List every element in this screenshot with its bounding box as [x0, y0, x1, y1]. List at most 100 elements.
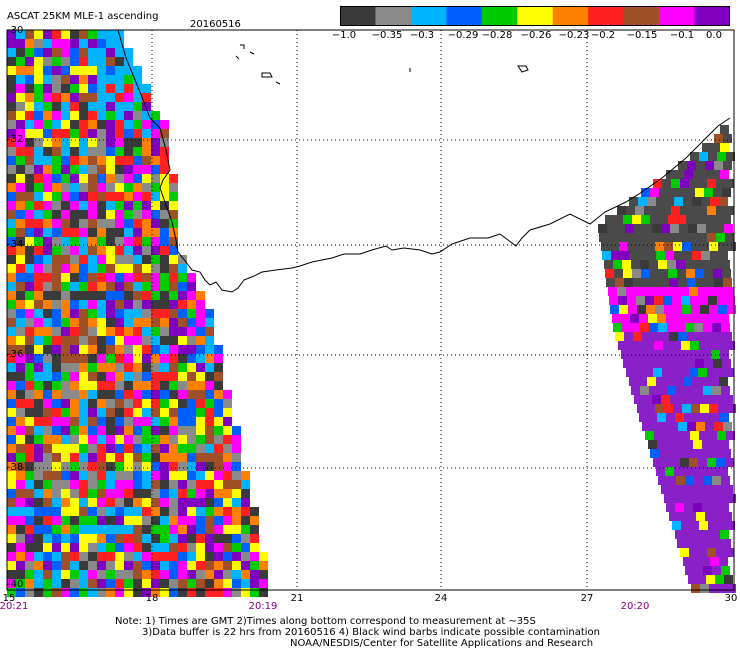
- swath-cell: [7, 300, 16, 309]
- swath-cell: [97, 102, 106, 111]
- swath-cell: [97, 363, 106, 372]
- swath-cell: [70, 192, 79, 201]
- swath-cell: [25, 327, 34, 336]
- swath-cell: [232, 561, 241, 570]
- swath-cell: [214, 435, 223, 444]
- swath-cell: [70, 543, 79, 552]
- swath-cell: [43, 201, 52, 210]
- swath-cell: [70, 354, 79, 363]
- swath-cell: [673, 242, 682, 251]
- swath-cell: [133, 561, 142, 570]
- swath-cell: [656, 251, 665, 260]
- swath-cell: [79, 111, 88, 120]
- swath-cell: [34, 336, 43, 345]
- time-label: 20:21: [0, 601, 29, 612]
- swath-cell: [169, 480, 178, 489]
- swath-cell: [124, 354, 133, 363]
- swath-cell: [241, 498, 250, 507]
- swath-cell: [124, 138, 133, 147]
- swath-cell: [7, 111, 16, 120]
- swath-cell: [722, 539, 731, 548]
- swath-cell: [142, 120, 151, 129]
- swath-cell: [52, 228, 61, 237]
- swath-cell: [79, 354, 88, 363]
- swath-cell: [623, 359, 632, 368]
- swath-cell: [88, 111, 97, 120]
- swath-cell: [142, 129, 151, 138]
- swath-cell: [124, 129, 133, 138]
- swath-cell: [727, 242, 736, 251]
- swath-cell: [97, 354, 106, 363]
- swath-cell: [232, 552, 241, 561]
- swath-cell: [7, 498, 16, 507]
- swath-cell: [70, 426, 79, 435]
- swath-cell: [106, 138, 115, 147]
- swath-cell: [708, 341, 717, 350]
- swath-cell: [7, 192, 16, 201]
- swath-cell: [160, 462, 169, 471]
- swath-cell: [34, 210, 43, 219]
- swath-cell: [142, 156, 151, 165]
- swath-cell: [43, 309, 52, 318]
- swath-cell: [178, 561, 187, 570]
- swath-cell: [88, 570, 97, 579]
- swath-cell: [259, 588, 268, 597]
- swath-cell: [70, 165, 79, 174]
- swath-cell: [670, 395, 679, 404]
- swath-cell: [680, 206, 689, 215]
- swath-cell: [169, 174, 178, 183]
- swath-cell: [653, 368, 662, 377]
- swath-cell: [97, 372, 106, 381]
- swath-cell: [7, 201, 16, 210]
- swath-cell: [115, 561, 124, 570]
- swath-cell: [34, 327, 43, 336]
- swath-cell: [187, 489, 196, 498]
- swath-cell: [169, 552, 178, 561]
- swath-cell: [665, 251, 674, 260]
- swath-cell: [151, 552, 160, 561]
- swath-cell: [637, 404, 646, 413]
- swath-cell: [142, 390, 151, 399]
- swath-cell: [142, 228, 151, 237]
- swath-cell: [169, 219, 178, 228]
- swath-cell: [61, 588, 70, 597]
- swath-cell: [16, 453, 25, 462]
- swath-cell: [7, 147, 16, 156]
- swath-cell: [142, 183, 151, 192]
- swath-cell: [88, 444, 97, 453]
- swath-cell: [223, 561, 232, 570]
- swath-cell: [124, 534, 133, 543]
- swath-cell: [43, 516, 52, 525]
- swath-cell: [115, 318, 124, 327]
- swath-cell: [712, 566, 721, 575]
- swath-cell: [713, 359, 722, 368]
- swath-cell: [712, 260, 721, 269]
- swath-cell: [709, 305, 718, 314]
- swath-cell: [214, 570, 223, 579]
- swath-cell: [668, 215, 677, 224]
- swath-cell: [43, 264, 52, 273]
- swath-cell: [142, 309, 151, 318]
- swath-cell: [79, 525, 88, 534]
- swath-cell: [133, 372, 142, 381]
- swath-cell: [97, 129, 106, 138]
- swath-cell: [160, 354, 169, 363]
- swath-cell: [187, 588, 196, 597]
- swath-cell: [61, 300, 70, 309]
- swath-cell: [106, 48, 115, 57]
- swath-cell: [43, 390, 52, 399]
- swath-cell: [61, 237, 70, 246]
- swath-cell: [115, 462, 124, 471]
- swath-cell: [142, 498, 151, 507]
- swath-cell: [142, 246, 151, 255]
- swath-cell: [712, 323, 721, 332]
- swath-cell: [684, 440, 693, 449]
- swath-cell: [34, 471, 43, 480]
- swath-cell: [115, 543, 124, 552]
- swath-cell: [706, 485, 715, 494]
- swath-cell: [61, 102, 70, 111]
- swath-cell: [151, 579, 160, 588]
- swath-cell: [726, 152, 735, 161]
- swath-cell: [16, 588, 25, 597]
- swath-cell: [133, 93, 142, 102]
